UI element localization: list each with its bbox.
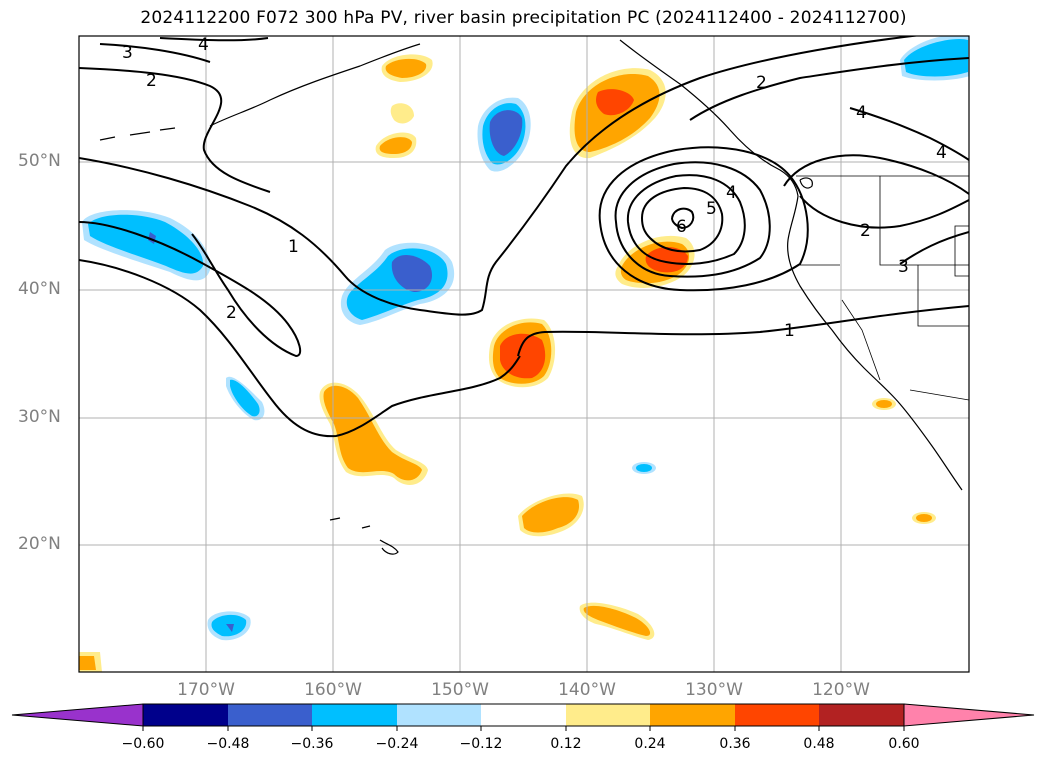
pv-contours xyxy=(79,36,969,438)
longitude-label: 130°W xyxy=(685,680,743,700)
map-title: 2024112200 F072 300 hPa PV, river basin … xyxy=(140,8,907,28)
colorbar-segment xyxy=(481,704,566,726)
pv-contour-low-4 xyxy=(641,186,724,253)
pv-contour-1-east xyxy=(517,305,969,357)
pv-label: 4 xyxy=(726,183,737,203)
longitude-label: 120°W xyxy=(812,680,870,700)
latitude-label: 50°N xyxy=(18,151,61,171)
political-borders xyxy=(796,175,969,401)
pv-label: 3 xyxy=(898,257,909,277)
pv-label: 6 xyxy=(676,217,687,237)
colorbar-tick-label: 0.12 xyxy=(550,736,582,752)
colorbar-segment xyxy=(397,704,481,726)
colorbar-tick-label: 0.48 xyxy=(803,736,835,752)
colorbar-tick-label: −0.48 xyxy=(206,736,250,752)
colorbar-tick-label: −0.36 xyxy=(290,736,334,752)
pv-contour-3-north xyxy=(99,43,211,63)
colorbar-tick-label: −0.60 xyxy=(121,736,165,752)
colorbar-extend-high xyxy=(903,703,1035,727)
colorbar-tick-label: −0.12 xyxy=(459,736,503,752)
pv-contour-high-east xyxy=(783,154,969,195)
colorbar-tick-label: 0.36 xyxy=(719,736,751,752)
pv-contour-low-3 xyxy=(626,174,746,265)
pv-label: 2 xyxy=(756,73,767,93)
colorbar-segment xyxy=(312,704,397,726)
colorbar-tick-label: 0.24 xyxy=(634,736,666,752)
colorbar-segment xyxy=(735,704,819,726)
colorbar-segment xyxy=(819,704,904,726)
pv-contour-low-1 xyxy=(598,146,809,292)
pv-contour-2-east xyxy=(689,57,969,121)
colorbar-tick-label: 0.60 xyxy=(888,736,920,752)
latitude-label: 20°N xyxy=(18,534,61,554)
pv-contour-3-ne xyxy=(899,231,969,265)
pv-label: 4 xyxy=(856,103,867,123)
pv-label: 1 xyxy=(784,321,795,341)
colorbar-segment xyxy=(650,704,735,726)
colorbar-outline xyxy=(142,703,905,727)
colorbar-tick-label: −0.24 xyxy=(375,736,419,752)
colorbar-segment xyxy=(566,704,650,726)
coastlines xyxy=(99,39,963,555)
longitude-label: 150°W xyxy=(431,680,489,700)
colorbar xyxy=(11,703,1035,731)
colorbar-extend-low xyxy=(11,703,144,727)
negative-anomaly-northeast xyxy=(900,36,969,81)
positive-anomaly-gulf-alaska xyxy=(569,68,666,159)
pv-label: 5 xyxy=(706,199,717,219)
positive-anomaly-subtropical xyxy=(319,382,428,485)
positive-anomaly-alaska-coast xyxy=(381,54,433,82)
positive-anomaly-offshore-42N xyxy=(615,235,695,288)
pv-contour-1-main xyxy=(79,36,922,316)
longitude-label: 170°W xyxy=(177,680,235,700)
pv-contour-4-east xyxy=(849,107,969,161)
negative-anomaly-central xyxy=(340,242,455,325)
pv-label: 1 xyxy=(288,237,299,257)
pv-contour-low-6 xyxy=(671,207,695,230)
pv-label: 2 xyxy=(226,303,237,323)
negative-anomaly-small-1 xyxy=(226,376,265,421)
latitude-label: 40°N xyxy=(18,279,61,299)
pv-label: 4 xyxy=(936,143,947,163)
positive-anomaly-central-35N xyxy=(488,318,556,388)
pv-contour-2-north xyxy=(79,67,271,193)
pv-contour-2-west xyxy=(79,259,521,438)
positive-anomaly-small-1 xyxy=(390,103,414,124)
pv-contour-2-eastern xyxy=(799,195,969,229)
longitude-label: 160°W xyxy=(304,680,362,700)
pv-label: 2 xyxy=(860,221,871,241)
colorbar-segment xyxy=(143,704,228,726)
pv-label: 4 xyxy=(198,35,209,55)
gridlines xyxy=(79,36,969,672)
pv-contour-low-2 xyxy=(614,161,771,278)
positive-anomaly-22N xyxy=(518,493,584,537)
pv-contour-labels: 1 2 2 3 4 2 4 4 2 3 1 4 5 6 xyxy=(122,35,947,341)
latitude-label: 30°N xyxy=(18,407,61,427)
negative-anomaly-north xyxy=(477,97,531,172)
longitude-label: 140°W xyxy=(558,680,616,700)
pv-label: 2 xyxy=(146,71,157,91)
colorbar-segment xyxy=(228,704,312,726)
positive-anomaly-14N xyxy=(579,602,655,640)
pv-label: 3 xyxy=(122,43,133,63)
map-frame xyxy=(78,35,970,673)
pv-contour-1-west xyxy=(79,221,302,358)
pv-contour-4-north xyxy=(159,37,269,42)
